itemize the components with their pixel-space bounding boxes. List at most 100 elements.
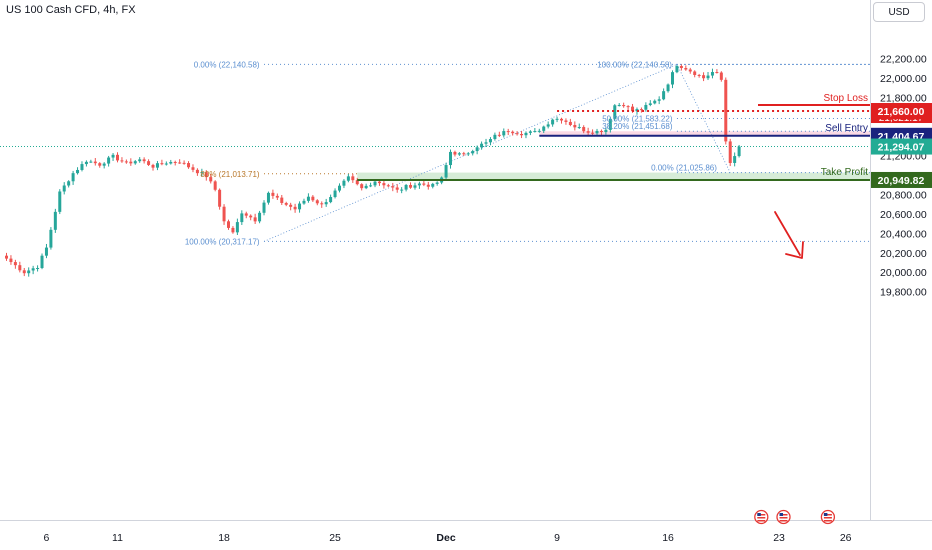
candle-body [31, 268, 35, 271]
candle-body [608, 118, 612, 130]
time-tick-label: 25 [329, 532, 341, 544]
price-axis[interactable]: 22,200.0022,000.0021,800.0021,600.0021,4… [871, 54, 932, 299]
candle-body [426, 184, 430, 187]
candle-body [480, 143, 484, 148]
event-icon-canton [757, 513, 761, 516]
price-tick-label: 20,800.00 [880, 190, 927, 202]
candle-body [577, 127, 581, 129]
candle-body [622, 105, 626, 107]
candle-body [395, 187, 399, 190]
candle-body [5, 255, 8, 259]
candle-body [497, 134, 501, 136]
candle-body [27, 270, 31, 274]
candle-body [275, 195, 279, 198]
candle-body [116, 154, 119, 161]
candle-body [488, 139, 492, 143]
levels-layer: Stop Loss Sell Entry Take Profit [357, 93, 870, 259]
candle-body [169, 161, 173, 164]
time-tick-label: 9 [554, 532, 560, 544]
candle-body [351, 176, 355, 181]
candle-body [528, 131, 532, 133]
price-tick-label: 19,800.00 [880, 287, 927, 299]
candle-body [289, 204, 293, 207]
candle-body [249, 215, 253, 218]
price-tick-label: 20,200.00 [880, 248, 927, 260]
candle-body [107, 157, 111, 164]
candle-body [737, 146, 741, 157]
candle-body [453, 151, 457, 155]
candle-body [724, 79, 728, 142]
candle-body [431, 183, 435, 187]
stop-loss-label: Stop Loss [824, 93, 868, 104]
us-flag-event-icon[interactable] [820, 509, 836, 525]
fib-labels-layer: 0.00% (22,140.58) 80% (21,013.71) 100.00% … [185, 60, 717, 246]
fib-label-0: 0.00% (22,140.58) [194, 60, 260, 69]
down-arrow-icon [774, 211, 804, 259]
candle-body [147, 161, 151, 165]
us-flag-event-icon[interactable] [754, 509, 769, 525]
time-tick-label: 11 [112, 532, 123, 544]
fib2-label-0: 0.00% (21,025.86) [651, 164, 717, 173]
candle-body [151, 164, 155, 168]
candle-body [298, 203, 302, 210]
candle-body [506, 131, 510, 133]
candle-body [271, 192, 275, 196]
candle-body [524, 132, 528, 136]
time-tick-label: 16 [662, 532, 674, 544]
events-layer[interactable] [754, 509, 836, 525]
us-flag-event-icon[interactable] [776, 509, 791, 525]
candle-body [626, 106, 630, 108]
candle-body [613, 105, 617, 119]
guides-layer [0, 63, 870, 242]
candle-body [129, 161, 133, 164]
candle-body [178, 162, 182, 164]
candle-body [227, 221, 230, 228]
candle-body [324, 202, 328, 205]
candle-body [36, 268, 40, 270]
candle-body [573, 125, 577, 128]
time-axis[interactable]: 6 11 18 25 Dec 9 16 23 26 [44, 532, 852, 544]
candle-body [173, 161, 177, 163]
candle-body [80, 164, 84, 170]
price-tick-label: 20,000.00 [880, 267, 927, 279]
price-tick-label: 22,000.00 [880, 73, 927, 85]
candle-body [662, 91, 666, 100]
candle-body [400, 189, 404, 191]
candle-body [728, 141, 732, 163]
candle-body [533, 131, 537, 133]
candle-body [142, 159, 146, 162]
time-tick-label: 26 [840, 532, 852, 544]
candle-body [377, 181, 381, 184]
candle-body [582, 127, 586, 132]
candle-body [213, 181, 217, 190]
candle-body [435, 182, 439, 184]
event-icon-stripe [779, 514, 788, 516]
candle-body [631, 106, 635, 112]
candle-body [13, 262, 17, 266]
candle-body [688, 69, 692, 72]
candle-body [657, 99, 661, 101]
fib2-label-100: 100.00% (22,140.58) [597, 60, 672, 69]
candle-body [111, 154, 115, 158]
candle-body [84, 161, 88, 165]
fib-label-80: 80% (21,013.71) [200, 170, 259, 179]
candle-body [58, 191, 62, 212]
fib2-trend-line [676, 64, 731, 173]
candle-body [67, 181, 71, 186]
candle-body [537, 130, 541, 132]
candle-body [706, 75, 710, 79]
candle-body [653, 100, 657, 104]
candle-body [493, 134, 497, 140]
candle-body [346, 176, 350, 181]
currency-button[interactable]: USD [873, 2, 925, 22]
fib-label-100: 100.00% (20,317.17) [185, 237, 260, 246]
candle-body [209, 177, 213, 182]
candle-body [586, 131, 590, 133]
candle-body [417, 183, 421, 186]
current-price-tag-text: 21,294.07 [878, 142, 925, 154]
event-icon-stripe [823, 520, 832, 522]
candle-body [693, 71, 697, 75]
candle-body [320, 203, 324, 205]
candle-body [102, 163, 106, 166]
